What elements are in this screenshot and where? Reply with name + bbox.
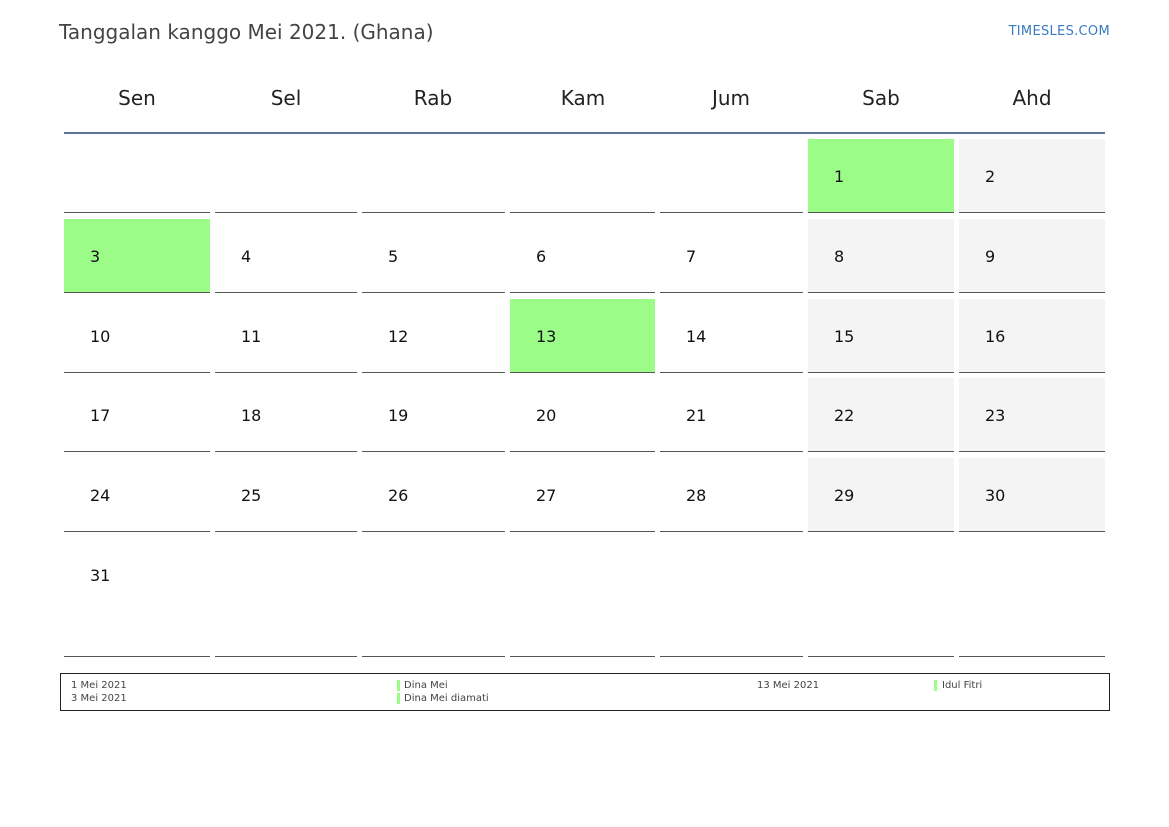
day-number: 27 [536, 486, 557, 505]
day-number: 10 [90, 327, 111, 346]
weekday-wed: Rab [413, 86, 453, 110]
calendar-day-cell[interactable]: 2 [959, 139, 1105, 213]
day-number: 5 [388, 247, 399, 266]
day-number: 23 [985, 406, 1006, 425]
day-number: 18 [241, 406, 262, 425]
calendar-cell-empty [215, 139, 357, 213]
calendar-day-cell[interactable]: 25 [215, 458, 357, 532]
day-number: 25 [241, 486, 262, 505]
weekday-sun: Ahd [1012, 86, 1052, 110]
day-number: 20 [536, 406, 557, 425]
calendar-day-cell[interactable]: 24 [64, 458, 210, 532]
calendar-day-cell[interactable]: 22 [808, 378, 954, 452]
calendar-day-cell[interactable]: 13 [510, 299, 655, 373]
calendar-day-cell[interactable]: 12 [362, 299, 505, 373]
calendar-day-cell[interactable]: 11 [215, 299, 357, 373]
calendar-day-cell[interactable]: 26 [362, 458, 505, 532]
calendar-cell-empty [959, 538, 1105, 657]
day-number: 26 [388, 486, 409, 505]
legend-date: 1 Mei 2021 [71, 680, 127, 691]
day-number: 1 [834, 167, 845, 186]
calendar-day-cell[interactable]: 29 [808, 458, 954, 532]
calendar-day-cell[interactable]: 21 [660, 378, 803, 452]
calendar-day-cell[interactable]: 19 [362, 378, 505, 452]
legend-holiday-name: Dina Mei [404, 680, 448, 691]
calendar-day-cell[interactable]: 17 [64, 378, 210, 452]
day-number: 17 [90, 406, 111, 425]
calendar-day-cell[interactable]: 9 [959, 219, 1105, 293]
day-number: 22 [834, 406, 855, 425]
legend-color-marker [397, 680, 400, 691]
calendar-day-cell[interactable]: 6 [510, 219, 655, 293]
calendar-day-cell[interactable]: 14 [660, 299, 803, 373]
day-number: 16 [985, 327, 1006, 346]
legend-holiday-name: Dina Mei diamati [404, 693, 489, 704]
weekday-thu: Kam [560, 86, 606, 110]
calendar-cell-empty [215, 538, 357, 657]
day-number: 30 [985, 486, 1006, 505]
legend-date: 13 Mei 2021 [757, 680, 820, 691]
day-number: 15 [834, 327, 855, 346]
weekday-mon: Sen [118, 86, 156, 110]
day-number: 28 [686, 486, 707, 505]
legend-color-marker [397, 693, 400, 704]
calendar-day-cell[interactable]: 31 [64, 538, 210, 657]
day-number: 14 [686, 327, 707, 346]
calendar-cell-empty [510, 139, 655, 213]
calendar-cell-empty [660, 139, 803, 213]
day-number: 19 [388, 406, 409, 425]
calendar-cell-empty [660, 538, 803, 657]
calendar-cell-empty [510, 538, 655, 657]
calendar-cell-empty [64, 139, 210, 213]
calendar-cell-empty [362, 139, 505, 213]
day-number: 21 [686, 406, 707, 425]
calendar-cell-empty [808, 538, 954, 657]
day-number: 29 [834, 486, 855, 505]
day-number: 11 [241, 327, 262, 346]
weekday-header-row: Sen Sel Rab Kam Jum Sab Ahd [64, 70, 1105, 134]
day-number: 31 [90, 566, 111, 585]
calendar-day-cell[interactable]: 5 [362, 219, 505, 293]
calendar-cell-empty [362, 538, 505, 657]
calendar-day-cell[interactable]: 15 [808, 299, 954, 373]
day-number: 6 [536, 247, 547, 266]
day-number: 8 [834, 247, 845, 266]
day-number: 2 [985, 167, 996, 186]
legend-color-marker [934, 680, 937, 691]
day-number: 9 [985, 247, 996, 266]
calendar-day-cell[interactable]: 4 [215, 219, 357, 293]
weekday-fri: Jum [711, 86, 751, 110]
legend-date: 3 Mei 2021 [71, 693, 127, 704]
day-number: 3 [90, 247, 101, 266]
calendar-day-cell[interactable]: 23 [959, 378, 1105, 452]
page-title: Tanggalan kanggo Mei 2021. (Ghana) [59, 20, 434, 44]
site-link[interactable]: TIMESLES.COM [1008, 24, 1110, 39]
calendar-day-cell[interactable]: 8 [808, 219, 954, 293]
legend-holiday-name: Idul Fitri [942, 680, 983, 691]
calendar-day-cell[interactable]: 18 [215, 378, 357, 452]
calendar-day-cell[interactable]: 3 [64, 219, 210, 293]
weekday-sat: Sab [862, 86, 900, 110]
calendar-day-cell[interactable]: 20 [510, 378, 655, 452]
calendar-day-cell[interactable]: 10 [64, 299, 210, 373]
weekday-tue: Sel [270, 86, 302, 110]
day-number: 4 [241, 247, 252, 266]
calendar-day-cell[interactable]: 27 [510, 458, 655, 532]
calendar-day-cell[interactable]: 30 [959, 458, 1105, 532]
calendar-day-cell[interactable]: 16 [959, 299, 1105, 373]
holiday-legend: 1 Mei 2021 Dina Mei 3 Mei 2021 Dina Mei … [60, 673, 1110, 711]
calendar-day-cell[interactable]: 7 [660, 219, 803, 293]
day-number: 7 [686, 247, 697, 266]
calendar-day-cell[interactable]: 1 [808, 139, 954, 213]
day-number: 12 [388, 327, 409, 346]
day-number: 13 [536, 327, 557, 346]
calendar-day-cell[interactable]: 28 [660, 458, 803, 532]
day-number: 24 [90, 486, 111, 505]
